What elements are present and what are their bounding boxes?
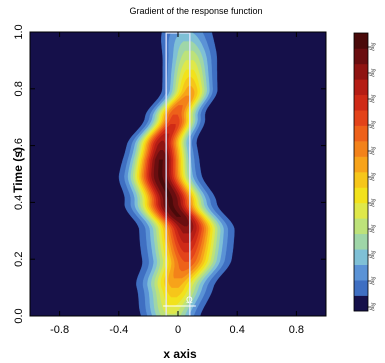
colorbar-swatch [354, 233, 368, 250]
y-tick-label: 0.4 [13, 195, 25, 210]
colorbar-swatch [354, 110, 368, 126]
x-tick-label: 0 [175, 324, 181, 336]
y-axis-ticks: 0.0 0.2 0.4 0.6 0.8 1.0 [13, 24, 326, 324]
colorbar-tick-label: [ss] [369, 42, 377, 52]
colorbar-swatch [354, 141, 368, 157]
x-tick-label: -0.4 [109, 324, 128, 336]
y-tick-label: 0.8 [13, 81, 25, 96]
colorbar-swatch [354, 172, 368, 188]
x-tick-label: 0.4 [230, 324, 245, 336]
chart-title: Gradient of the response function [129, 6, 262, 16]
colorbar-swatch [354, 48, 368, 65]
colorbar-swatch [354, 94, 368, 111]
colorbar-frame [353, 32, 369, 312]
colorbar-swatch [354, 202, 368, 219]
colorbar-swatch [354, 280, 368, 296]
colorbar-tick-label: [ss] [369, 146, 377, 156]
y-tick-label: 0.6 [13, 138, 25, 153]
colorbar-tick-label: [ss] [369, 224, 377, 234]
colorbar-tick-label: [ss] [369, 250, 377, 260]
colorbar-swatch [354, 125, 368, 142]
colorbar-swatch [354, 79, 368, 96]
y-tick-label: 0.0 [13, 308, 25, 323]
y-tick-label: 1.0 [13, 24, 25, 39]
colorbar-swatch [354, 156, 368, 173]
colorbar-swatch [354, 264, 368, 281]
band-level-17 [158, 159, 182, 217]
colorbar-tick-label: [ss] [369, 68, 377, 78]
colorbar-tick-label: [ss] [369, 276, 377, 286]
colorbar-tick-label: [ss] [369, 302, 377, 312]
colorbar-swatch [354, 63, 368, 80]
colorbar-tick-label: [ss] [369, 172, 377, 182]
x-axis-label: x axis [163, 347, 197, 361]
colorbar-swatch [354, 187, 368, 204]
band-level-16 [153, 150, 189, 227]
colorbar-swatch [354, 218, 368, 235]
colorbar-tick-label: [ss] [369, 120, 377, 130]
x-tick-label: -0.8 [50, 324, 69, 336]
y-axis-label: Time (s) [11, 147, 25, 193]
colorbar-tick-label: [ss] [369, 198, 377, 208]
colorbar: [ss] [ss] [ss] [ss] [ss] [ss] [ss] [ss] [ss] [ss]… [353, 32, 377, 312]
colorbar-swatch [354, 295, 368, 312]
gradient-band [118, 32, 235, 316]
colorbar-swatch [354, 249, 368, 265]
colorbar-swatch [354, 33, 368, 49]
y-tick-label: 0.2 [13, 252, 25, 267]
x-axis-ticks: -0.8 -0.4 0 0.4 0.8 [50, 32, 304, 336]
domain-label: Ω [186, 295, 193, 305]
x-tick-label: 0.8 [289, 324, 304, 336]
colorbar-tick-label: [ss] [369, 94, 377, 104]
